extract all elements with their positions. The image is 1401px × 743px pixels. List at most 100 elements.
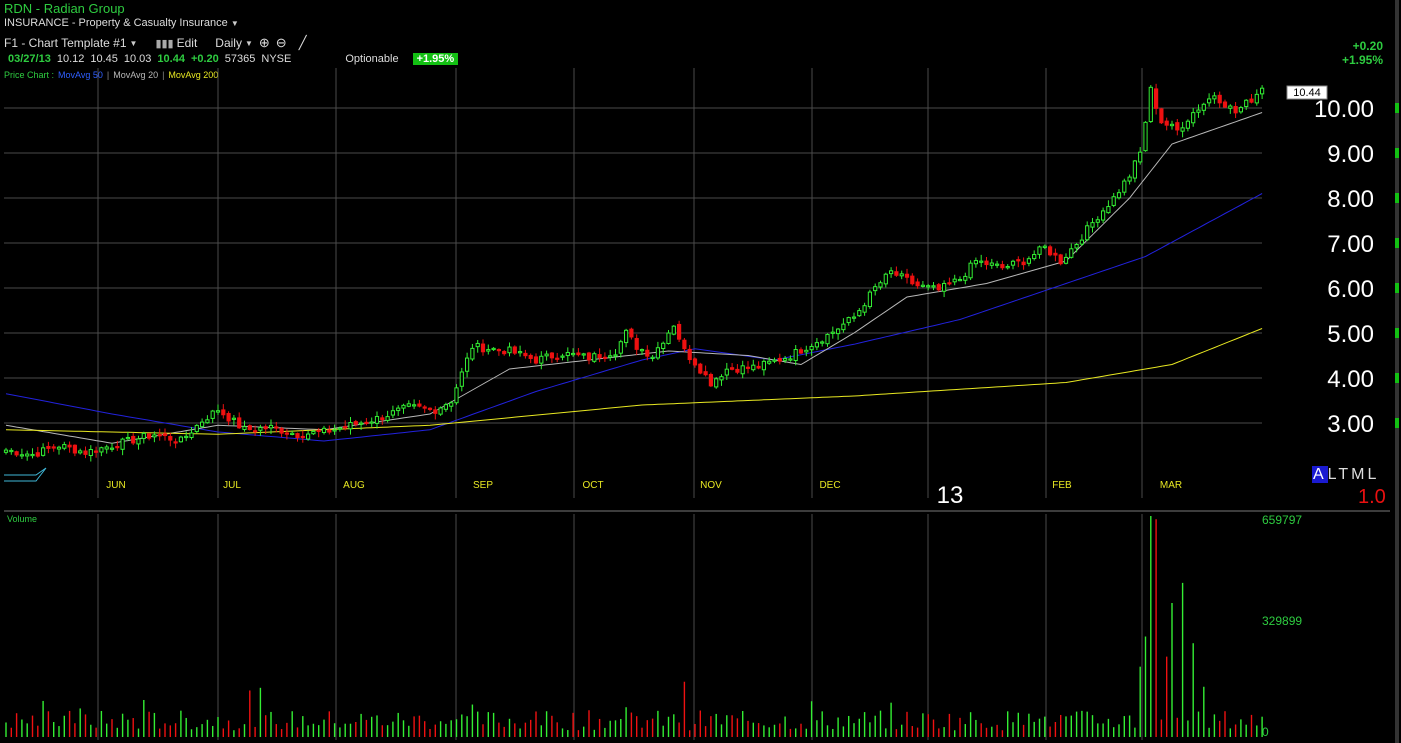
candle-body [655, 347, 660, 359]
candle-body [512, 346, 517, 354]
candle-body [25, 453, 30, 457]
candle-body [814, 342, 819, 348]
candle-body [947, 282, 952, 285]
chevron-down-icon: ▼ [129, 38, 138, 48]
candle-body [1122, 180, 1127, 193]
candle-body [417, 403, 422, 407]
candle-body [624, 329, 629, 344]
price-tick-marker [1395, 238, 1399, 248]
right-change-value: +0.20 [1352, 39, 1383, 53]
month-label: AUG [343, 480, 365, 491]
chart-legend: Price Chart : MovAvg 50 | MovAvg 20 | Mo… [4, 70, 218, 80]
candle-body [78, 450, 83, 454]
draw-line-icon[interactable]: ╱ [298, 35, 307, 50]
candle-body [613, 354, 618, 357]
legend-ma200[interactable]: MovAvg 200 [168, 70, 219, 80]
period-dropdown[interactable]: Daily ▼ [215, 36, 253, 50]
candle-body [1026, 258, 1032, 264]
zoom-in-icon[interactable]: ⊕ [258, 35, 270, 50]
candle-body [1085, 225, 1090, 241]
month-label: NOV [700, 480, 722, 491]
zoom-out-icon[interactable]: ⊖ [275, 35, 287, 50]
candle-body [295, 433, 300, 439]
range-button-l[interactable]: L [1367, 466, 1380, 483]
range-button-a[interactable]: A [1312, 466, 1328, 483]
period-label: Daily [215, 36, 242, 50]
candle-body [751, 364, 756, 371]
candle-body [300, 435, 305, 439]
scroll-handle[interactable] [4, 467, 47, 482]
quote-change: +0.20 [190, 53, 219, 65]
price-axis: 3.00 4.00 5.00 6.00 7.00 8.00 9.00 10.00 [1314, 96, 1399, 438]
volume-tick-label: 329899 [1262, 614, 1302, 628]
range-button-m[interactable]: M [1351, 466, 1368, 483]
candle-body [984, 260, 989, 266]
candle-body [1228, 105, 1233, 109]
last-price-text: 10.44 [1293, 87, 1321, 99]
candle-body [157, 434, 162, 437]
candle-body [427, 407, 433, 410]
candle-body [904, 273, 910, 278]
candle-body [72, 444, 78, 454]
symbol-title: RDN - Radian Group [4, 1, 125, 16]
candle-body [332, 429, 337, 432]
candle-body [210, 410, 215, 419]
candle-body [1016, 259, 1021, 262]
quote-volume: 57365 [224, 53, 256, 65]
candle-body [682, 339, 687, 350]
candle-body [1058, 254, 1063, 265]
candle-body [1249, 98, 1254, 103]
candle-body [772, 359, 777, 362]
candle-body [231, 417, 237, 420]
candle-body [857, 310, 862, 317]
candle-body [1010, 260, 1016, 266]
candle-body [745, 366, 751, 369]
candle-body [337, 427, 342, 430]
candle-body [263, 426, 268, 430]
chart-template-dropdown[interactable]: F1 - Chart Template #1 ▼ [4, 36, 137, 50]
edit-button[interactable]: ▮▮▮ Edit [155, 36, 197, 50]
candle-body [629, 328, 634, 338]
candle-body [507, 346, 512, 354]
candle-body [809, 345, 814, 351]
price-tick-marker [1395, 193, 1399, 203]
range-button-l[interactable]: L [1327, 466, 1339, 483]
candle-body [1090, 222, 1095, 228]
candle-body [963, 275, 968, 281]
volume-axis: 659797 329899 0 [1262, 513, 1302, 739]
candle-body [1212, 95, 1217, 100]
candle-body [714, 378, 719, 388]
candle-body [104, 446, 109, 450]
candle-body [830, 331, 835, 334]
sector-dropdown[interactable]: INSURANCE - Property & Casualty Insuranc… [4, 17, 239, 29]
candle-body [1185, 120, 1191, 129]
candle-body [200, 421, 205, 428]
candle-body [327, 429, 332, 433]
moving-averages [5, 112, 1263, 444]
candle-body [1217, 94, 1222, 104]
candle-body [608, 355, 613, 358]
candle-body [995, 263, 1000, 266]
candle-body [1143, 121, 1148, 152]
candle-body [666, 332, 671, 345]
candle-body [634, 338, 639, 350]
candle-body [703, 371, 708, 376]
month-label: JUL [223, 480, 241, 491]
candle-body [1032, 254, 1037, 260]
candle-body [592, 353, 597, 362]
legend-ma50[interactable]: MovAvg 50 [58, 70, 103, 80]
price-tick-marker [1395, 328, 1399, 338]
candle-body [581, 353, 586, 356]
candle-body [348, 422, 353, 430]
legend-ma20[interactable]: MovAvg 20 [113, 70, 159, 80]
candle-body [645, 349, 650, 357]
candle-body [1042, 245, 1047, 248]
scale-indicator[interactable]: 1.0 [1358, 486, 1386, 508]
candle-body [1005, 266, 1010, 269]
candle-body [374, 416, 380, 424]
range-button-t[interactable]: T [1338, 466, 1352, 483]
candle-body [1180, 127, 1185, 132]
candle-body [820, 341, 825, 344]
candle-body [1169, 123, 1175, 127]
